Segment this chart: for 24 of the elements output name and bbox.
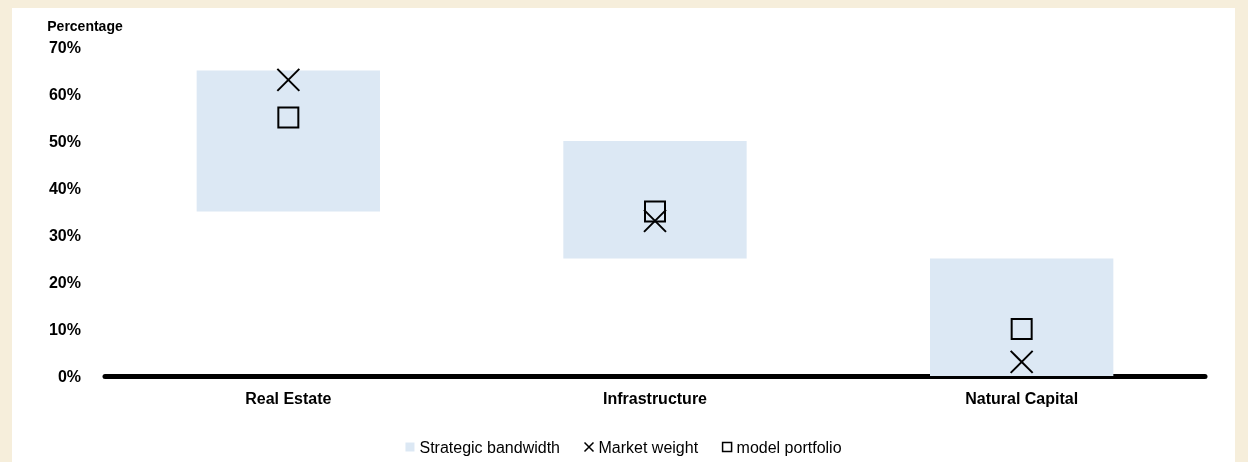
y-tick-label: 40% [48,179,81,197]
y-tick-label: 20% [48,273,81,291]
x-tick-label: Natural Capital [965,389,1079,407]
y-tick-label: 30% [48,226,81,244]
legend-label: Market weight [598,438,699,456]
legend-label: Strategic bandwidth [419,438,560,456]
point [276,67,301,92]
point [1009,349,1034,374]
y-tick-label: 10% [48,320,81,338]
bar [196,70,380,212]
bar [563,141,747,259]
y-tick-label: 0% [57,367,81,385]
x-tick-label: Infrastructure [602,389,708,407]
y-tick-label: 70% [48,38,81,56]
point [644,200,666,223]
legend-label: model portfolio [736,438,842,456]
point [643,208,667,233]
y-axis-title: Percentage [47,18,123,34]
bar [930,258,1114,376]
point [1010,318,1033,340]
point [277,106,300,129]
y-tick-label: 60% [48,85,81,103]
x-tick-label: Real Estate [245,389,332,407]
y-tick-label: 50% [48,132,81,150]
